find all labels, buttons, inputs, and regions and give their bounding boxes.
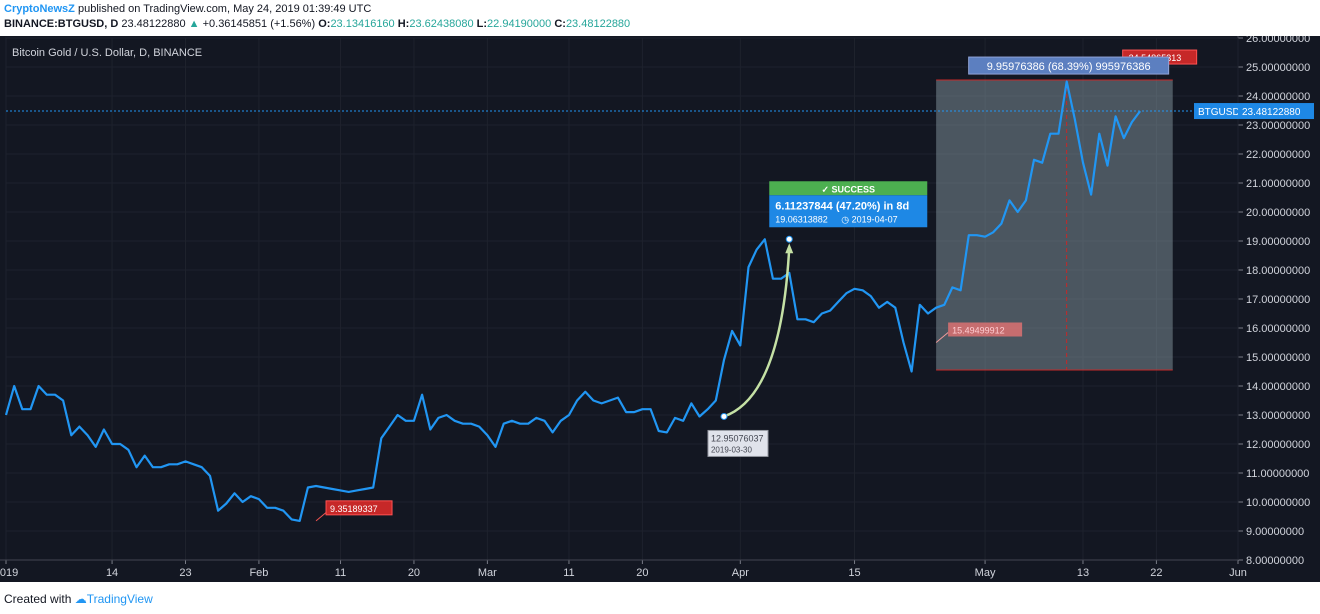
rise-arrow-head [785,243,794,254]
march-low-marker [720,412,728,420]
x-tick-label: 15 [848,567,860,579]
symbol-price-badge [1194,103,1238,120]
x-tick-label: 13 [1077,567,1089,579]
april-high-date: ◷ 2019-04-07 [841,214,897,224]
price-chart[interactable]: 8.00000000 9.00000000 10.00000000 11.000000… [0,33,1320,582]
x-tick-label: 20 [636,567,648,579]
y-tick-label: 26.00000000 [1246,36,1310,45]
march-low-price: 12.95076037 [711,433,764,443]
feb-low-label: 9.35189337 [330,504,378,514]
y-tick-label: 12.00000000 [1246,439,1310,451]
y-tick-label: 15.00000000 [1246,352,1310,364]
y-tick-label: 10.00000000 [1246,497,1310,509]
y-tick-label: 25.00000000 [1246,62,1310,74]
ohlc-line: BINANCE:BTGUSD, D 23.48122880 ▲ +0.36145… [4,18,630,30]
open-value: 23.13416160 [330,18,395,30]
y-tick-label: 16.00000000 [1246,323,1310,335]
y-tick-label: 23.00000000 [1246,120,1310,132]
x-tick-label: Mar [478,567,497,579]
april-high-marker [785,235,793,243]
last-price-badge-label: 23.48122880 [1242,107,1301,118]
success-badge [769,181,928,196]
x-tick-label: Jun [1229,567,1247,579]
x-tick-label: Feb [249,567,268,579]
tradingview-link[interactable]: TradingView [86,592,153,606]
rise-arrow [723,247,791,418]
y-tick-label: 24.00000000 [1246,91,1310,103]
high-value: 23.62438080 [409,18,474,30]
y-tick-label: 11.00000000 [1246,468,1309,480]
projection-bottom-label-box [948,322,1023,337]
tradingview-logo-icon: ☁ [74,592,87,606]
price-line [4,80,1141,522]
last-price-badge [1238,103,1314,120]
y-tick-label: 8.00000000 [1246,555,1304,567]
chart-background [0,36,1320,582]
chart-title: Bitcoin Gold / U.S. Dollar, D, BINANCE [12,47,202,59]
footer: Created with ☁TradingView [4,592,153,606]
created-with-label: Created with [4,592,72,606]
success-label: ✓ SUCCESS [821,184,875,194]
price-change: +0.36145851 (+1.56%) [202,18,316,30]
up-arrow-icon: ▲ [188,18,200,30]
symbol-label: BINANCE:BTGUSD, D [4,18,119,30]
march-low-label-box [707,429,769,457]
y-tick-label: 9.00000000 [1246,526,1304,538]
x-tick-label: 22 [1150,567,1162,579]
feb-low-label-box [325,500,393,516]
close-label: C: [554,18,566,30]
y-tick-label: 20.00000000 [1246,207,1310,219]
x-tick-label: 2019 [0,567,18,579]
gain-label: 6.11237844 (47.20%) in 8d [775,200,909,212]
y-tick-label: 22.00000000 [1246,149,1310,161]
projection-range-label: 9.95976386 (68.39%) 995976386 [987,61,1151,73]
y-tick-label: 21.00000000 [1246,178,1310,190]
author-link[interactable]: CryptoNewsZ [4,3,75,15]
projection-bottom-pointer [935,332,949,343]
y-tick-label: 17.00000000 [1246,294,1310,306]
low-value: 22.94190000 [487,18,552,30]
close-value: 23.48122880 [565,18,631,30]
gain-label-box [769,195,928,228]
x-tick-label: 11 [335,567,346,579]
march-low-date: 2019-03-30 [711,445,752,454]
high-label: H: [397,18,410,30]
symbol-badge-label: BTGUSD [1198,107,1240,118]
x-tick-label: 11 [563,567,574,579]
last-price: 23.48122880 [121,18,186,30]
x-tick-label: 23 [179,567,191,579]
x-tick-label: 20 [408,567,420,579]
publish-line: CryptoNewsZ published on TradingView.com… [4,3,371,15]
projection-range-box [968,56,1170,75]
y-tick-label: 14.00000000 [1246,381,1310,393]
publish-info: published on TradingView.com, May 24, 20… [77,3,372,15]
y-tick-label: 13.00000000 [1246,410,1310,422]
projection-box [936,80,1173,371]
projection-bottom-label: 15.49499912 [952,326,1005,336]
x-tick-label: Apr [732,567,749,579]
y-tick-label: 18.00000000 [1246,265,1310,277]
april-high-price: 19.06313882 [775,214,828,224]
open-label: O: [318,18,331,30]
x-tick-label: 14 [106,567,118,579]
y-tick-label: 19.00000000 [1246,236,1310,248]
low-label: L: [476,18,488,30]
chart-area[interactable]: 8.00000000 9.00000000 10.00000000 11.000000… [0,33,1320,582]
x-tick-label: May [975,567,996,579]
